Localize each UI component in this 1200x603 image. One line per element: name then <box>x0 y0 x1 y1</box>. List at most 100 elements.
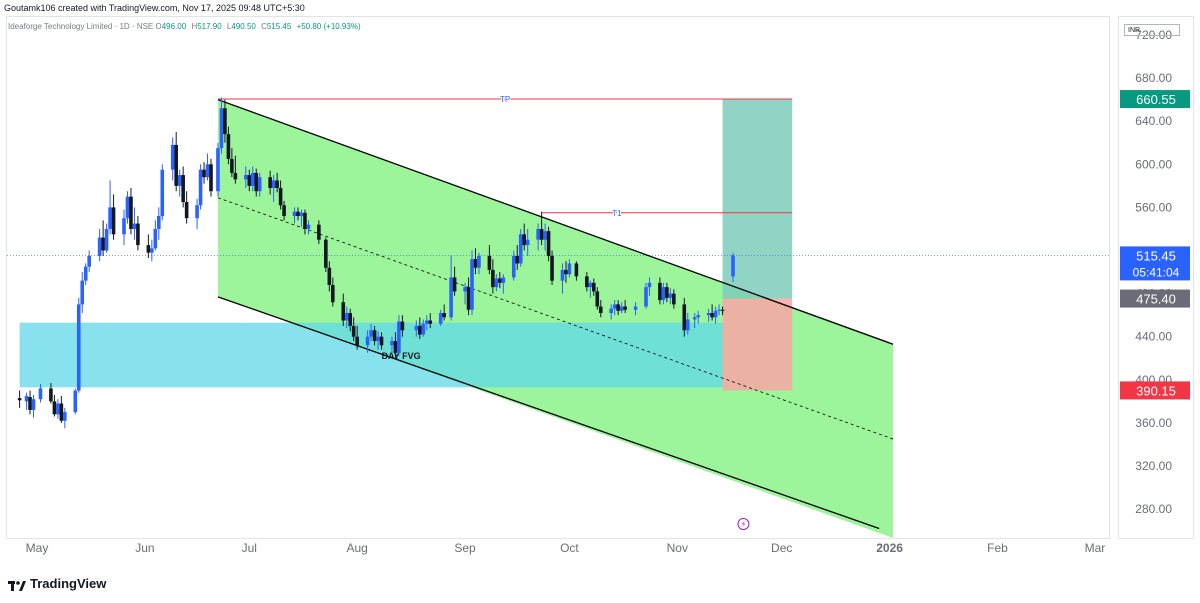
price-axis-pane[interactable] <box>1118 16 1194 539</box>
x-tick-label: Mar <box>1085 541 1106 555</box>
candle-body <box>463 287 467 292</box>
candle-body <box>567 263 572 275</box>
candle-body <box>560 269 565 281</box>
candle-body <box>257 177 262 192</box>
candle-body <box>376 336 380 342</box>
candle-body <box>518 234 523 264</box>
candle-body <box>59 403 64 421</box>
candle-body <box>216 148 220 192</box>
candle-body <box>317 224 321 240</box>
candle-body <box>108 207 112 229</box>
tradingview-logo[interactable]: TradingView <box>8 576 106 591</box>
candle-body <box>501 277 506 283</box>
candle-body <box>146 245 151 253</box>
candle-body <box>198 169 203 206</box>
candle-body <box>668 293 673 298</box>
candle-body <box>76 304 81 391</box>
price-badge-entry <box>1120 289 1190 308</box>
candle-body <box>393 341 398 353</box>
price-badge-last <box>1120 246 1190 281</box>
x-tick-label: Feb <box>987 541 1008 555</box>
candle-body <box>564 269 568 275</box>
high-key: H <box>191 22 198 31</box>
price-badge-stop <box>1120 381 1190 400</box>
candle-body <box>477 255 481 268</box>
candle-body <box>233 172 238 180</box>
candle-body <box>170 144 175 170</box>
y-tick-label: 640.00 <box>1135 114 1172 128</box>
price-badge-text: 475.40 <box>1136 292 1176 307</box>
candle-body <box>250 172 255 186</box>
candle-body <box>299 212 304 217</box>
candle-body <box>17 398 22 401</box>
candle-body <box>515 255 520 264</box>
candle-body <box>713 310 718 318</box>
candle-body <box>73 390 78 413</box>
candle-body <box>647 282 652 288</box>
candle-body <box>511 255 516 278</box>
zone-label: DAY FVG <box>382 351 421 361</box>
candle-body <box>595 291 600 307</box>
candle-body <box>129 196 133 229</box>
candle-body <box>598 306 603 313</box>
candle-body <box>306 224 311 229</box>
x-tick-label: 2026 <box>876 541 903 555</box>
zone-stop <box>722 298 793 391</box>
candle-body <box>160 169 165 217</box>
candle-body <box>122 218 126 235</box>
x-tick-label: Jun <box>135 541 154 555</box>
tradingview-brand: TradingView <box>30 576 107 591</box>
hline-label: TP <box>500 95 510 104</box>
candle-body <box>83 266 88 281</box>
candle-body <box>177 175 182 186</box>
candle-body <box>546 231 551 256</box>
candle-body <box>449 277 453 318</box>
symbol-legend: Ideaforge Technology Limited · 1D · NSE … <box>8 22 364 31</box>
channel-upper-line <box>217 99 894 345</box>
candle-body <box>543 231 547 240</box>
candle-body <box>400 321 405 331</box>
candle-body <box>522 234 526 246</box>
y-tick-label: 680.00 <box>1135 71 1172 85</box>
candle-body <box>550 255 554 281</box>
candle-body <box>150 248 154 253</box>
candle-body <box>244 175 248 180</box>
chart-pane[interactable] <box>6 16 1110 539</box>
candle-body <box>184 202 189 219</box>
candle-body <box>132 223 137 229</box>
candle-body <box>633 306 638 310</box>
candle-body <box>418 325 422 335</box>
candle-body <box>355 336 359 346</box>
candle-body <box>24 395 29 402</box>
x-tick-label: Sep <box>454 541 476 555</box>
close-value: 515.45 <box>266 22 292 31</box>
candle-body <box>592 282 596 292</box>
open-value: 496.00 <box>161 22 187 31</box>
candle-body <box>685 319 690 331</box>
currency-selector[interactable]: INR <box>1124 24 1180 36</box>
candle-body <box>219 108 224 149</box>
candle-body <box>296 211 300 217</box>
candle-body <box>682 304 687 331</box>
candle-body <box>341 302 346 321</box>
candle-body <box>153 228 158 249</box>
candle-body <box>278 188 283 206</box>
y-tick-label: 280.00 <box>1135 502 1172 516</box>
candle-body <box>282 205 286 217</box>
candle-body <box>414 325 419 331</box>
candle-body <box>63 412 67 421</box>
candle-body <box>230 158 234 173</box>
candle-body <box>539 228 544 240</box>
y-tick-label: 440.00 <box>1135 330 1172 344</box>
candle-body <box>174 144 178 186</box>
y-tick-label: 600.00 <box>1135 157 1172 171</box>
candle-body <box>665 287 669 298</box>
low-key: L <box>226 22 232 31</box>
candle-body <box>331 284 335 303</box>
channel-lower-line <box>217 296 880 530</box>
x-tick-label: Jul <box>242 541 257 555</box>
candle-body <box>226 134 231 159</box>
candle-body <box>658 282 662 301</box>
candle-body <box>125 196 130 219</box>
